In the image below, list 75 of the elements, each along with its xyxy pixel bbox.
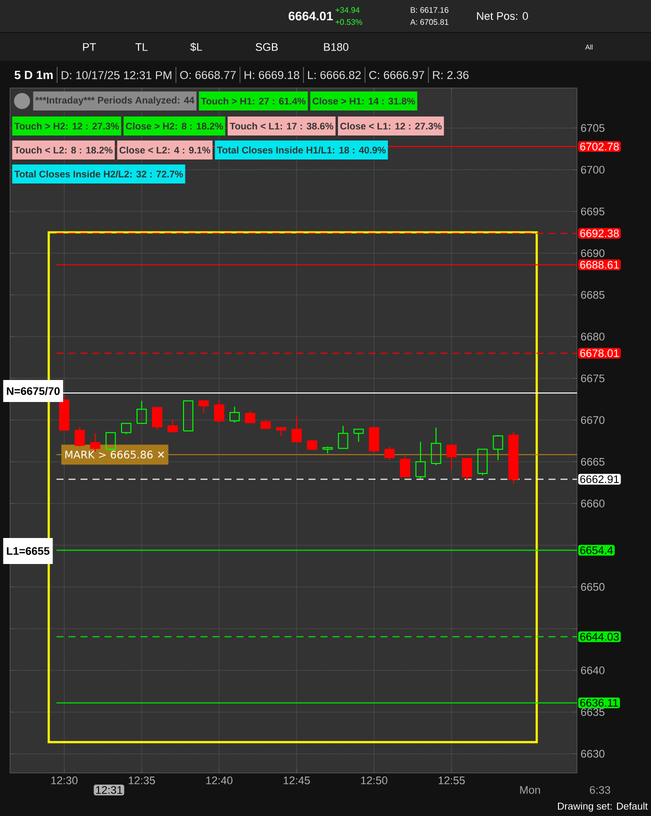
ref-line-label: MARK > 6665.86 ✕: [65, 450, 164, 459]
y-tick-label: 6660: [581, 500, 604, 508]
text: R: 2.36: [433, 70, 469, 80]
candlestick: [291, 415, 302, 442]
annotation: Close < L1: 12 : 27.3%: [340, 122, 442, 130]
text: L: 6666.82: [308, 70, 361, 80]
chart-title: 5 D 1m: [14, 70, 53, 80]
candlestick: [198, 400, 209, 414]
candlestick: [508, 431, 519, 484]
text: 6:33: [590, 786, 610, 794]
text: Mon: [520, 786, 540, 794]
text: Net Pos: 0: [477, 12, 528, 20]
annotation: ***Intraday*** Periods Analyzed: 44: [35, 96, 194, 106]
y-tick-label: 6670: [581, 416, 604, 424]
candlestick: [446, 444, 457, 471]
annotation: L1=6655: [6, 547, 50, 555]
y-tick-label: 6650: [581, 583, 604, 591]
annotation: Touch < L1: 17 : 38.6%: [230, 122, 334, 130]
annotation: Touch > H1: 27 : 61.4%: [200, 97, 306, 105]
text: Drawing set: Default: [558, 802, 648, 812]
annotation: Total Closes Inside H2/L2: 32 : 72.7%: [14, 170, 183, 178]
x-tick-label: 12:55: [438, 776, 465, 784]
y-tick-label: 6695: [581, 208, 604, 216]
y-tick-label: 6685: [581, 291, 604, 299]
candlestick: [168, 420, 178, 432]
ref-line-label: 6678.01: [580, 349, 619, 358]
y-tick-label: 6700: [581, 166, 604, 174]
text: D: 10/17/25 12:31 PM: [62, 70, 172, 80]
y-tick-label: 6630: [581, 750, 604, 758]
candlestick: [415, 441, 426, 479]
candlestick: [338, 425, 348, 449]
x-tick-label: 12:40: [206, 776, 232, 784]
text: 6664.01: [288, 12, 333, 20]
annotation: Close > H2: 8 : 18.2%: [126, 122, 223, 130]
ref-line-label: 6688.61: [580, 260, 619, 269]
ref-line-label: 6644.03: [580, 632, 619, 641]
candlestick: [59, 394, 70, 431]
text: TL: [135, 43, 148, 51]
candlestick: [492, 434, 504, 461]
ref-line-label: 6692.38: [580, 229, 619, 238]
y-tick-label: 6675: [581, 374, 604, 382]
text: O: 6668.77: [180, 70, 236, 80]
text: C: 6666.97: [369, 70, 424, 80]
text: SGB: [256, 43, 278, 51]
x-tick-label: 12:35: [128, 776, 155, 784]
text: H: 6669.18: [244, 70, 300, 80]
annotation: Touch < L2: 8 : 18.2%: [14, 146, 113, 154]
annotation: Close > H1: 14 : 31.8%: [312, 97, 415, 105]
candlestick: [400, 455, 410, 478]
y-tick-label: 6705: [581, 124, 604, 132]
candlestick: [90, 432, 100, 452]
x-tick-label: 12:45: [284, 776, 310, 784]
text: $L: [190, 42, 202, 52]
y-tick-label: 6680: [581, 332, 604, 341]
annotation: Close < L2: 4 : 9.1%: [120, 146, 210, 154]
annotation: N=6675/70: [6, 386, 60, 396]
ref-line-label: 6654.4: [580, 546, 613, 554]
y-tick-label: 6640: [581, 666, 604, 674]
ref-line-label: 6662.91: [580, 475, 619, 484]
candlestick: [430, 427, 442, 466]
candlestick: [136, 400, 147, 424]
annotation: Touch > H2: 12 : 27.3%: [14, 122, 119, 130]
y-tick-label: 6635: [581, 708, 604, 716]
x-tick-label: 12:50: [361, 776, 388, 784]
y-tick-label: 6665: [581, 458, 604, 466]
candlestick: [276, 427, 286, 436]
ref-line-label: 6636.11: [580, 698, 618, 707]
text: B180: [324, 43, 348, 51]
text: 12:31: [96, 786, 122, 794]
ref-line-label: 6702.78: [580, 142, 619, 150]
text: PT: [83, 43, 96, 51]
candlestick: [353, 428, 364, 442]
y-tick-label: 6690: [581, 249, 604, 258]
x-tick-label: 12:30: [51, 776, 78, 784]
annotation: Total Closes Inside H1/L1: 18 : 40.9%: [216, 146, 386, 154]
